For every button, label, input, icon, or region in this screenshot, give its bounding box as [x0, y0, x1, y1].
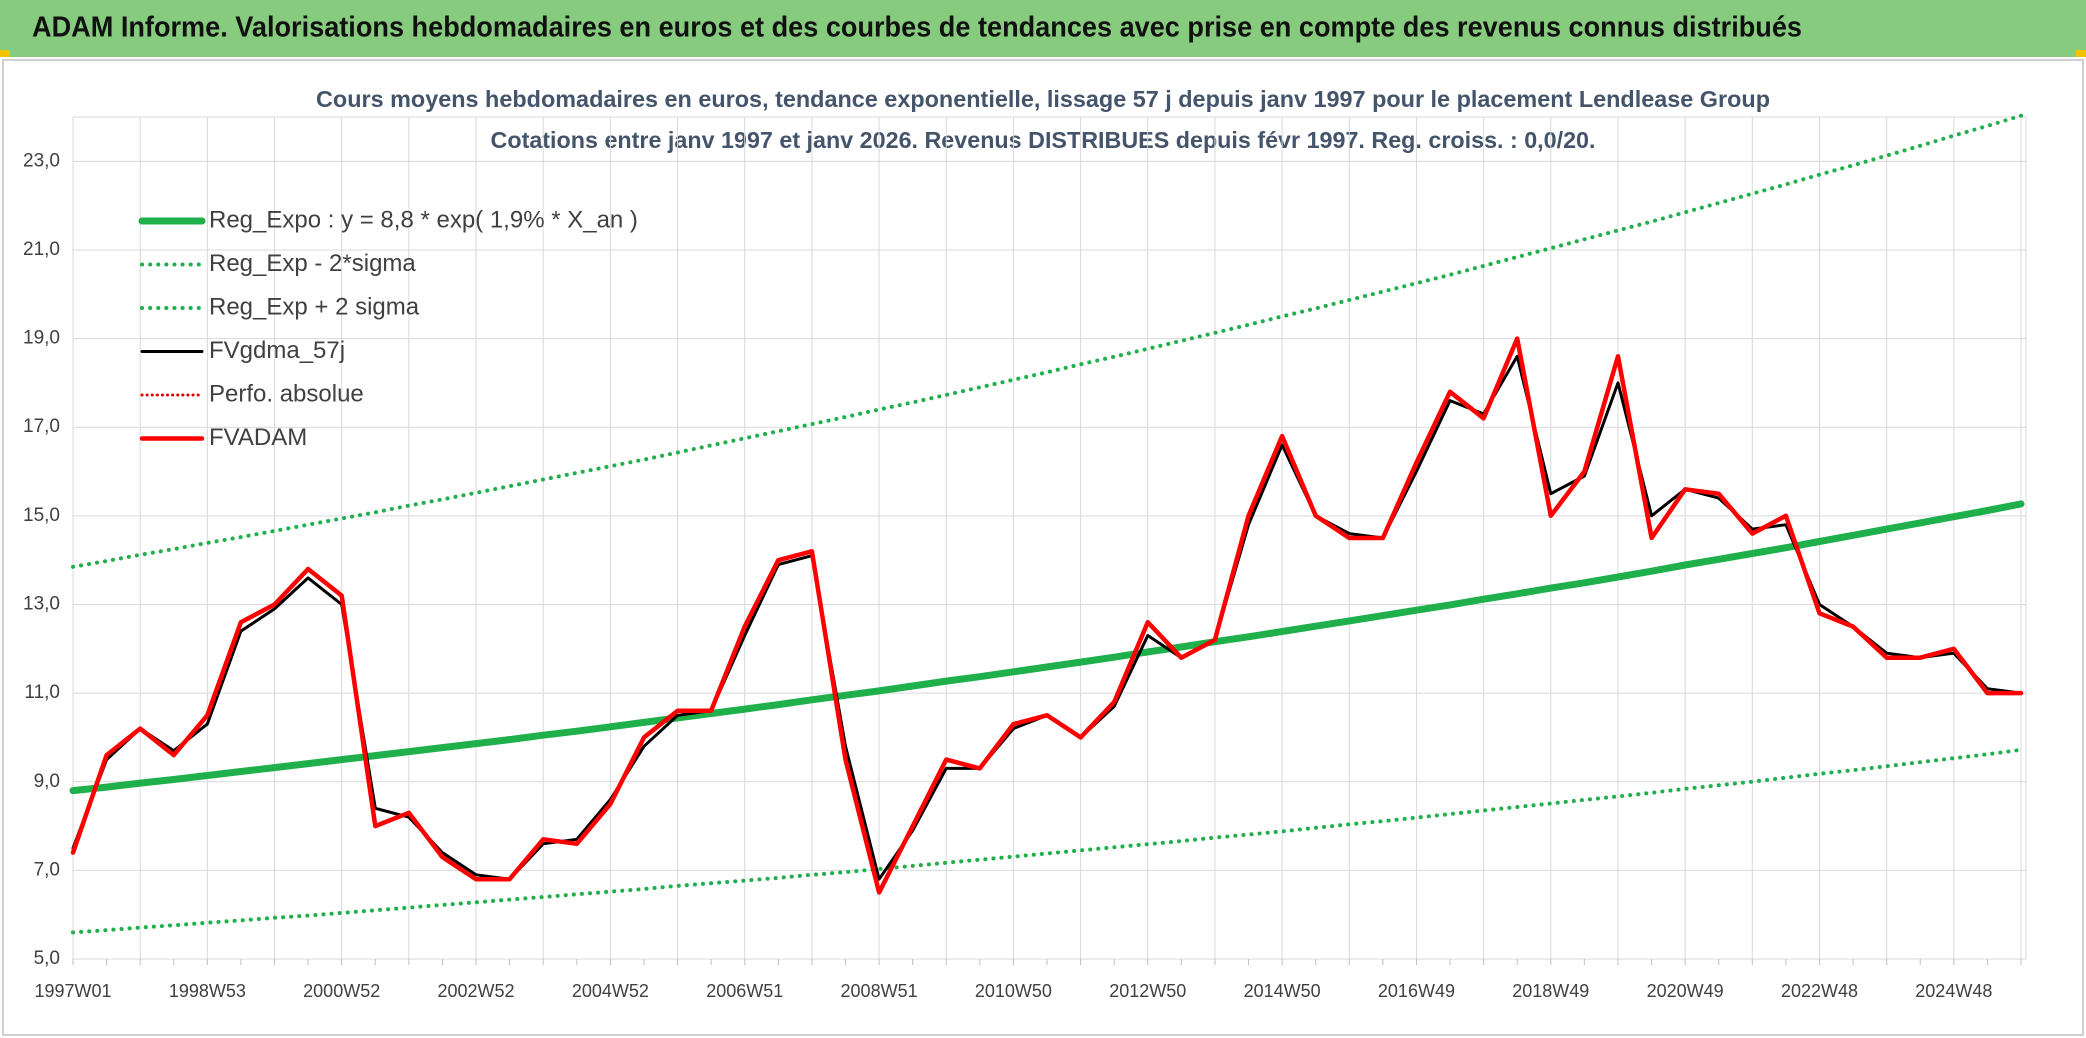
grid: 5,0 7,0 9,0 11,0 13,0 15,0 17,0 19,0 21,0 23,0 199… — [23, 116, 2027, 1001]
x-tick-label: 2020W49 — [1647, 981, 1724, 1001]
y-tick-label: 13,0 — [23, 593, 60, 614]
x-tick-label: 2016W49 — [1378, 981, 1455, 1001]
legend-label: Perfo. absolue — [209, 380, 364, 407]
x-tick-label: 2000W52 — [303, 981, 380, 1001]
y-tick-label: 21,0 — [23, 239, 60, 260]
x-tick-label: 2008W51 — [841, 981, 918, 1001]
corner — [0, 50, 10, 57]
y-tick-label: 17,0 — [23, 416, 60, 437]
x-tick-label: 2010W50 — [975, 981, 1052, 1001]
y-tick-label: 5,0 — [34, 948, 60, 969]
x-tick-label: 2004W52 — [572, 981, 649, 1001]
legend-label: Reg_Expo : y = 8,8 * exp( 1,9% * X_an ) — [209, 206, 638, 233]
series-line — [69, 500, 2025, 795]
corner — [2076, 50, 2086, 57]
x-tick-label: 1997W01 — [34, 981, 111, 1001]
x-tick-label: 2006W51 — [706, 981, 783, 1001]
legend-label: FVADAM — [209, 424, 307, 451]
x-tick-label: 2018W49 — [1512, 981, 1589, 1001]
y-tick-label: 15,0 — [23, 505, 60, 526]
chart-title: ADAM Informe. Valorisations hebdomadaire… — [32, 12, 1802, 44]
y-tick-label: 11,0 — [24, 682, 60, 703]
x-tick-label: 2002W52 — [438, 981, 515, 1001]
title-banner — [0, 0, 2086, 57]
x-tick-label: 2022W48 — [1781, 981, 1858, 1001]
plot — [69, 113, 2025, 935]
chart-subtitle: Cotations entre janv 1997 et janv 2026. … — [491, 127, 1596, 153]
chart-subtitle: Cours moyens hebdomadaires en euros, ten… — [316, 86, 1770, 112]
x-tick-label: 1998W53 — [169, 981, 246, 1001]
y-tick-label: 23,0 — [23, 150, 60, 171]
y-tick-label: 9,0 — [34, 771, 60, 792]
y-tick-label: 7,0 — [34, 859, 60, 880]
legend-label: Reg_Exp - 2*sigma — [209, 250, 416, 277]
legend-label: FVgdma_57j — [209, 337, 345, 364]
x-tick-label: 2014W50 — [1244, 981, 1321, 1001]
y-tick-label: 19,0 — [23, 328, 60, 349]
series-line — [70, 336, 2024, 895]
legend-label: Reg_Exp + 2 sigma — [209, 293, 420, 320]
x-tick-label: 2012W50 — [1109, 981, 1186, 1001]
legend: Reg_Expo : y = 8,8 * exp( 1,9% * X_an ) R… — [138, 206, 638, 451]
x-tick-label: 2024W48 — [1915, 981, 1992, 1001]
chart-frame — [2, 59, 2084, 1036]
series-line — [71, 747, 2023, 935]
